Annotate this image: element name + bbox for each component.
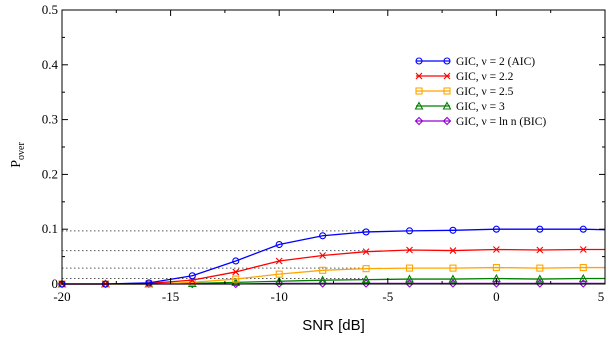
y-tick-label: 0.1 [42,221,58,236]
data-point [145,279,153,287]
data-point [362,248,370,256]
x-tick-label: -5 [382,289,393,304]
data-point [361,274,371,284]
data-point [492,279,501,288]
legend-label: GIC, ν = 2 (AIC) [456,56,535,68]
x-axis-label: SNR [dB] [302,317,365,334]
y-axis-label-main: P [9,160,24,168]
legend-label: GIC, ν = 3 [456,101,505,113]
data-point [449,226,457,234]
y-axis-label: Pover [9,142,27,168]
legend-marker [443,72,451,80]
x-tick-label: -15 [162,289,179,304]
series-layer [57,225,606,289]
data-point [405,264,414,272]
data-point [578,273,588,283]
data-point [448,274,458,283]
data-point [188,272,196,280]
legend-entry: GIC, ν = 2.5 [415,86,514,98]
data-point [319,266,327,274]
data-point [405,274,414,283]
series-3 [57,273,605,288]
legend-entry: GIC, ν = ln n (BIC) [414,116,546,128]
legend-marker [443,87,451,95]
x-tick-label: 5 [598,289,605,304]
data-point [579,225,587,233]
series-1 [58,246,605,288]
legend-marker [415,57,423,65]
data-point [275,270,283,278]
data-point [579,264,587,272]
legend-marker [443,57,451,65]
data-point [362,228,370,236]
legend: GIC, ν = 2 (AIC) GIC, ν = 2.2 GIC, ν = 2.5… [414,56,546,128]
legend-label: GIC, ν = ln n (BIC) [456,116,546,128]
legend-marker [414,116,424,126]
axes: -20 -15 -10 -5 0 5 0 0.1 0.2 0.3 0.4 0.5 [42,2,606,304]
legend-label: GIC, ν = 2.5 [456,86,514,98]
data-point [318,275,328,284]
data-point [405,227,414,235]
data-point [232,268,240,276]
data-point [535,274,545,283]
data-point [536,264,544,272]
data-point [319,252,327,259]
legend-marker [415,72,423,80]
data-point [188,278,196,286]
data-point [536,246,544,254]
legend-marker [442,101,452,110]
legend-entry: GIC, ν = 2.2 [415,71,514,83]
y-tick-label: 0.2 [42,166,58,181]
legend-marker [414,101,424,110]
plot-area-frame [61,9,606,285]
legend-marker [442,116,452,126]
data-point [449,247,457,254]
legend-entry: GIC, ν = 2 (AIC) [415,56,535,68]
y-tick-label: 0.3 [42,112,58,127]
series-line [62,228,606,285]
data-point [406,246,413,254]
data-point [232,257,240,265]
x-tick-label: -20 [53,289,70,304]
data-point [275,240,283,249]
series-line [62,248,605,285]
x-tick-label: 0 [493,289,500,304]
data-point [579,246,587,253]
legend-entry: GIC, ν = 3 [414,101,505,113]
y-tick-label: 0 [52,276,59,291]
data-point [579,279,588,288]
data-point [232,275,240,283]
legend-label: GIC, ν = 2.2 [456,71,514,83]
data-point [492,264,500,272]
x-tick-label: -10 [271,289,288,304]
data-point [187,278,197,288]
data-point [493,246,500,253]
data-point [362,265,370,273]
data-point [492,225,500,233]
data-point [318,279,327,288]
y-tick-label: 0.4 [42,57,59,72]
legend-marker [415,87,423,95]
data-point [536,225,544,233]
data-point [275,257,283,265]
data-point [449,264,457,272]
data-point [319,232,327,240]
y-tick-label: 0.5 [42,2,58,17]
y-axis-label-subscript: over [16,142,27,160]
series-0 [58,225,606,288]
